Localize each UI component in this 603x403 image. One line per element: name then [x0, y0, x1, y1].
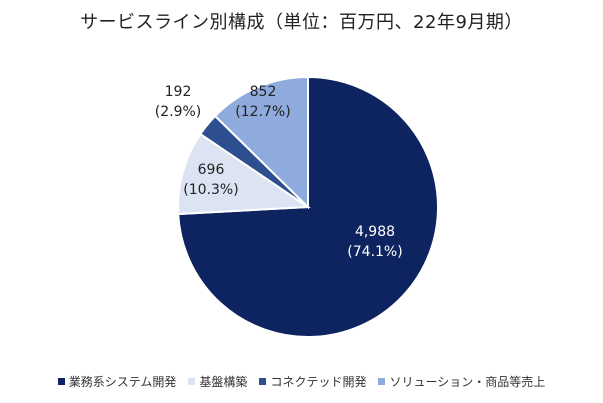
- legend-swatch-1: [57, 378, 65, 385]
- legend-item-2: 基盤構築: [188, 373, 247, 390]
- legend-swatch-4: [378, 378, 386, 385]
- legend-label-1: 業務系システム開発: [68, 375, 177, 389]
- slice-value-label-4: 852: [250, 84, 277, 100]
- slice-value-label-3: 192: [165, 84, 192, 100]
- pie-chart: 4,988 (74.1%) 696 (10.3%) 192 (2.9%) 852 (12.7%…: [155, 75, 439, 338]
- slice-percent-label-4: (12.7%): [235, 104, 290, 120]
- slice-value-label-1: 4,988: [355, 224, 395, 240]
- slice-labels: 4,988 (74.1%) 696 (10.3%) 192 (2.9%) 852 (12.7%…: [155, 84, 403, 260]
- pie-slices: [177, 75, 439, 338]
- legend-item-4: ソリューション・商品等売上: [378, 373, 545, 390]
- slice-percent-label-1: (74.1%): [347, 244, 402, 260]
- legend-label-2: 基盤構築: [199, 375, 248, 389]
- slice-percent-label-3: (2.9%): [155, 104, 202, 120]
- legend-swatch-3: [259, 378, 267, 385]
- chart-title: サービスライン別構成（単位：百万円、22年9月期）: [80, 12, 523, 33]
- slice-percent-label-2: (10.3%): [183, 182, 238, 198]
- slice-value-label-2: 696: [198, 162, 225, 178]
- legend-item-1: 業務系システム開発: [57, 373, 177, 390]
- legend: 業務系システム開発 基盤構築 コネクテッド開発 ソリューション・商品等売上: [0, 373, 603, 390]
- legend-label-4: ソリューション・商品等売上: [389, 375, 546, 389]
- pie-slice-4: [213, 75, 309, 210]
- legend-swatch-2: [188, 378, 196, 385]
- legend-label-3: コネクテッド開発: [270, 375, 367, 389]
- pie-slice-2: [177, 132, 312, 216]
- legend-item-3: コネクテッド開発: [259, 373, 366, 390]
